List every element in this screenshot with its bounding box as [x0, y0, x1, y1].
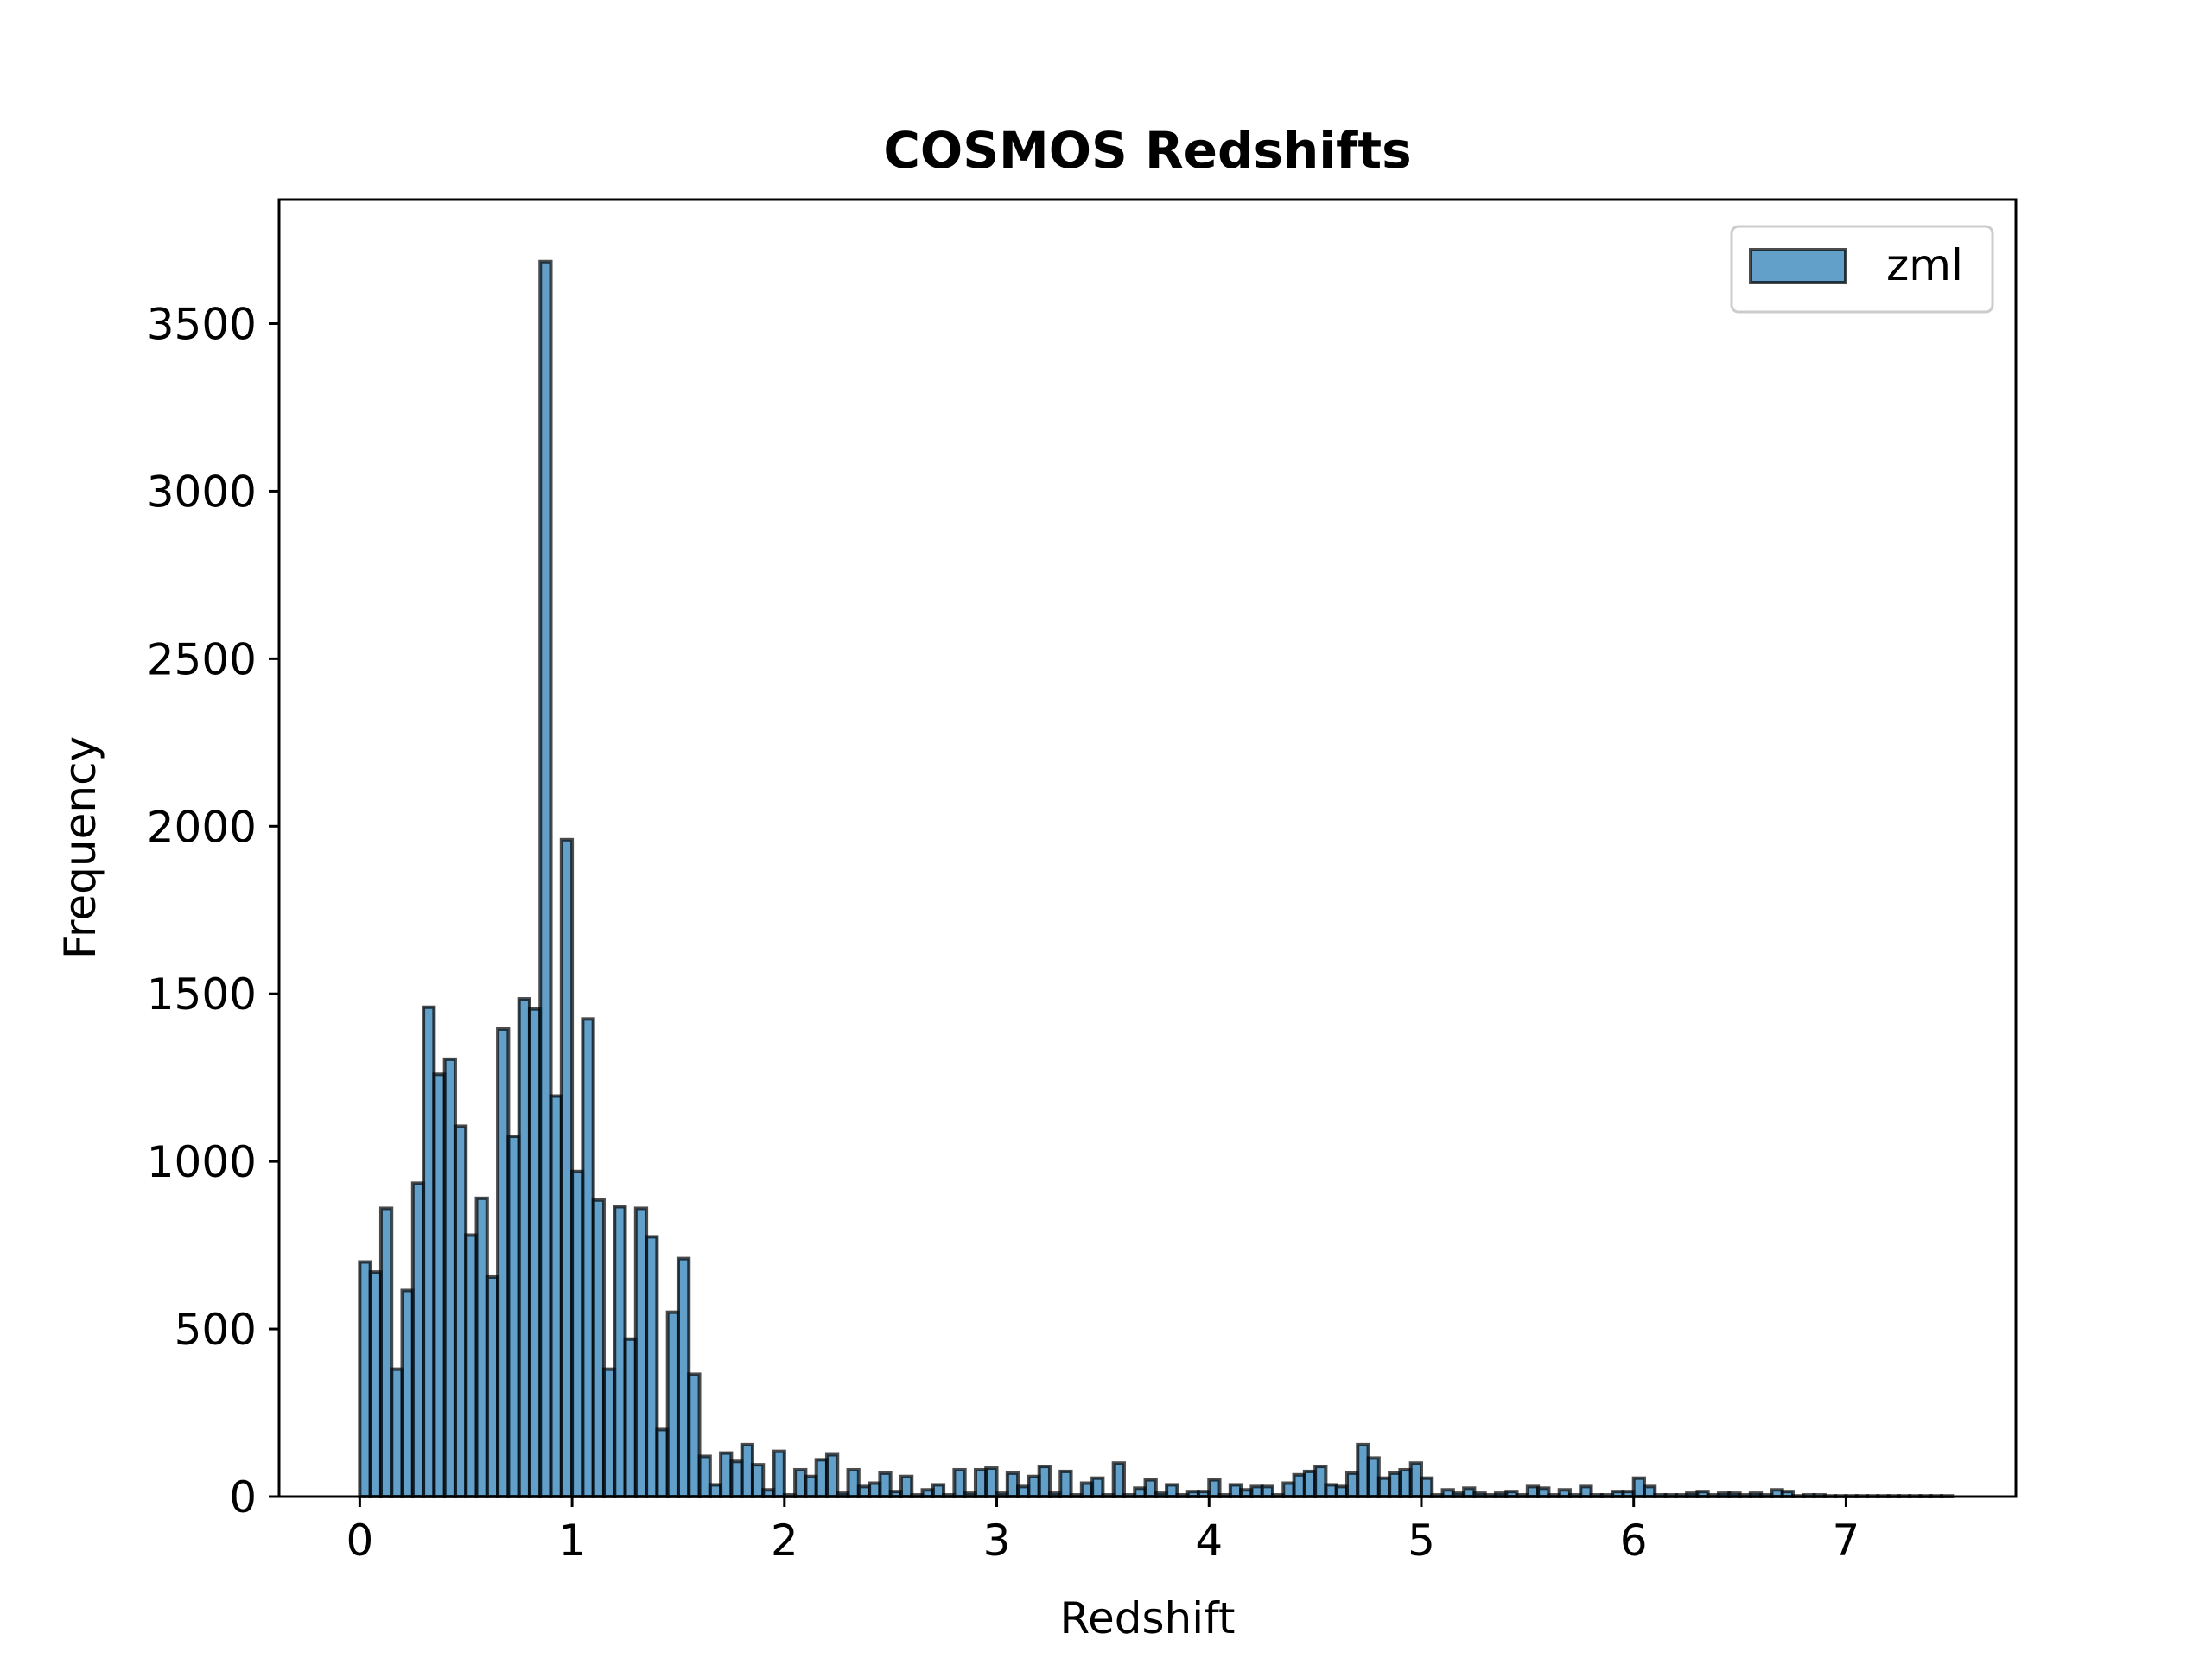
- legend-swatch: [1749, 248, 1847, 284]
- legend-label: zml: [1886, 240, 1963, 290]
- x-axis-ticks: 0 1 2 3 4 5 6 7: [346, 1497, 1859, 1566]
- x-tick-label: 4: [1195, 1516, 1223, 1566]
- histogram-bar: [1111, 1461, 1126, 1499]
- x-axis-label: Redshift: [1060, 1593, 1236, 1643]
- y-tick-label: 3000: [147, 467, 257, 517]
- y-tick-label: 2500: [147, 634, 257, 684]
- y-tick-label: 2000: [147, 802, 257, 852]
- x-tick-label: 7: [1833, 1516, 1860, 1566]
- x-tick-label: 0: [346, 1516, 373, 1566]
- x-tick-label: 2: [771, 1516, 798, 1566]
- chart-title: COSMOS Redshifts: [883, 121, 1411, 180]
- x-tick-label: 3: [983, 1516, 1011, 1566]
- x-tick-label: 6: [1620, 1516, 1648, 1566]
- legend-box: [1730, 225, 1994, 314]
- x-tick-label: 1: [558, 1516, 586, 1566]
- legend: zml: [1730, 225, 1994, 314]
- histogram-bar: [772, 1449, 786, 1498]
- y-axis-ticks: 0 500 1000 1500 2000 2500 3000 3500: [147, 300, 279, 1522]
- plot-frame: [277, 198, 2018, 1498]
- y-tick-label: 3500: [147, 300, 257, 350]
- y-tick-label: 1500: [147, 969, 257, 1020]
- histogram-bar: [824, 1452, 840, 1498]
- histogram-bar: [1058, 1469, 1073, 1499]
- x-tick-label: 5: [1408, 1516, 1435, 1566]
- y-tick-label: 1000: [147, 1137, 257, 1187]
- y-axis-label: Frequency: [55, 736, 105, 959]
- y-tick-label: 0: [229, 1472, 257, 1522]
- y-tick-label: 500: [175, 1305, 257, 1355]
